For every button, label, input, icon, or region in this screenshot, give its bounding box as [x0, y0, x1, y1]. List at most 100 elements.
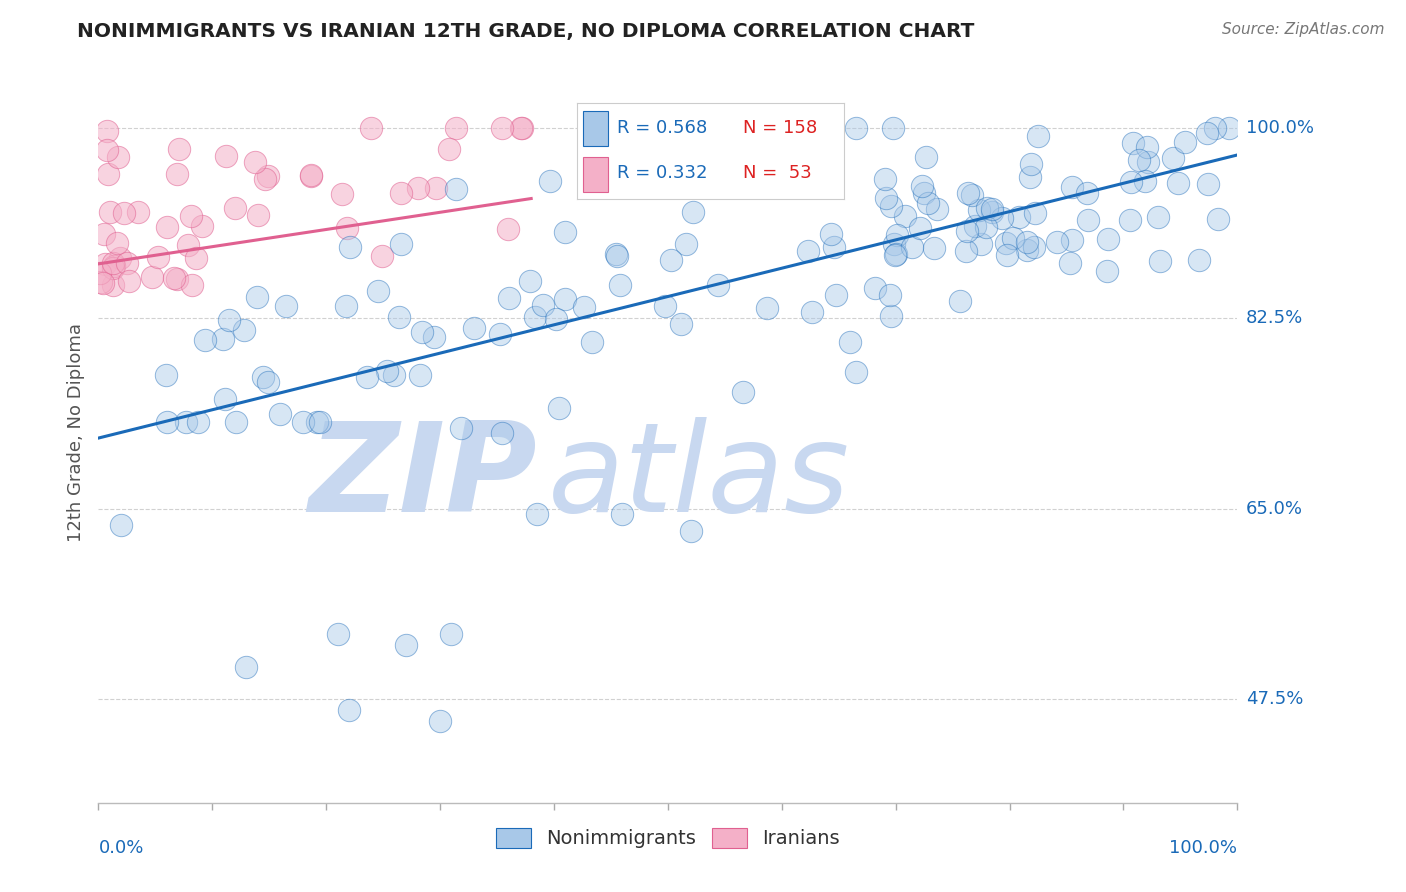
Point — [112, 206, 135, 220]
Point — [389, 237, 412, 252]
Point — [330, 186, 353, 201]
Point — [194, 333, 217, 347]
Point — [990, 211, 1012, 226]
Point — [1119, 213, 1142, 227]
Point — [875, 172, 897, 186]
Point — [969, 203, 991, 218]
Point — [218, 313, 240, 327]
Point — [572, 301, 595, 315]
Point — [1218, 120, 1240, 135]
Point — [675, 237, 697, 252]
Point — [335, 299, 357, 313]
Point — [654, 300, 676, 314]
Point — [924, 240, 946, 254]
Point — [581, 335, 603, 350]
Text: ZIP: ZIP — [308, 417, 537, 538]
Point — [107, 150, 129, 164]
Point — [299, 169, 322, 183]
Point — [925, 202, 948, 217]
Point — [269, 407, 291, 421]
Text: 65.0%: 65.0% — [1246, 500, 1302, 518]
Text: Source: ZipAtlas.com: Source: ZipAtlas.com — [1222, 22, 1385, 37]
Point — [882, 120, 904, 135]
Point — [1076, 186, 1098, 200]
Point — [110, 251, 132, 265]
Point — [911, 179, 934, 194]
Point — [356, 370, 378, 384]
Point — [395, 638, 418, 652]
Point — [659, 252, 682, 267]
Point — [254, 171, 277, 186]
Point — [733, 384, 755, 399]
Point — [305, 415, 328, 429]
Point — [995, 248, 1018, 262]
Point — [299, 169, 322, 183]
Point — [901, 240, 924, 254]
Point — [375, 364, 398, 378]
Text: 100.0%: 100.0% — [1246, 119, 1313, 136]
Point — [994, 236, 1017, 251]
Point — [801, 305, 824, 319]
Point — [409, 368, 432, 382]
Point — [489, 326, 512, 341]
Point — [912, 186, 935, 200]
Point — [174, 415, 197, 429]
Point — [976, 201, 998, 215]
Point — [1174, 136, 1197, 150]
Point — [974, 220, 997, 235]
Point — [883, 237, 905, 252]
Point — [103, 261, 125, 276]
Point — [257, 169, 280, 183]
Point — [965, 219, 987, 233]
Point — [538, 174, 561, 188]
Point — [1136, 155, 1159, 169]
Point — [110, 518, 132, 533]
Point — [820, 227, 842, 242]
Point — [523, 310, 546, 325]
Point — [612, 508, 634, 522]
Point — [893, 209, 915, 223]
Point — [166, 272, 188, 286]
Point — [425, 180, 447, 194]
Point — [246, 290, 269, 304]
Point — [103, 256, 125, 270]
Point — [440, 627, 463, 641]
Point — [1097, 231, 1119, 245]
Point — [496, 222, 519, 236]
Point — [429, 714, 451, 728]
Point — [554, 225, 576, 239]
Point — [668, 146, 690, 161]
Point — [880, 310, 903, 324]
Point — [797, 244, 820, 259]
Point — [187, 415, 209, 429]
Point — [707, 277, 730, 292]
Point — [247, 208, 270, 222]
Point — [1121, 175, 1143, 189]
Point — [371, 249, 394, 263]
Point — [446, 120, 468, 135]
Point — [411, 325, 433, 339]
Point — [1206, 212, 1229, 227]
Point — [337, 703, 360, 717]
Point — [1060, 180, 1083, 194]
Point — [1024, 205, 1046, 219]
Point — [1059, 256, 1081, 270]
Point — [544, 311, 567, 326]
Point — [225, 415, 247, 429]
Point — [1197, 177, 1219, 191]
Point — [1008, 210, 1031, 224]
Point — [96, 143, 118, 157]
Point — [498, 291, 520, 305]
Point — [406, 181, 429, 195]
Point — [252, 370, 274, 384]
Point — [679, 524, 702, 538]
Point — [981, 202, 1004, 216]
Point — [605, 249, 627, 263]
Point — [1046, 235, 1069, 249]
Point — [1062, 233, 1084, 247]
Point — [243, 154, 266, 169]
Point — [1076, 212, 1098, 227]
Point — [823, 239, 845, 253]
Point — [962, 187, 984, 202]
Point — [531, 298, 554, 312]
